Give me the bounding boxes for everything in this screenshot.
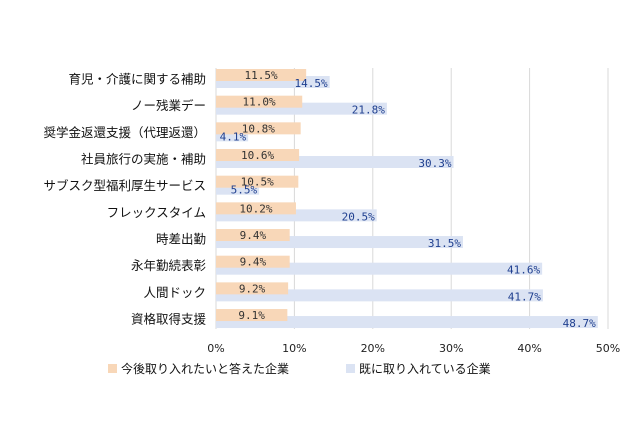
legend-label-existing: 既に取り入れている企業	[359, 361, 491, 376]
bars	[216, 69, 598, 329]
x-tick-label: 40%	[517, 342, 541, 355]
data-label-existing: 41.6%	[507, 264, 540, 277]
legend-swatch-existing	[346, 364, 355, 373]
data-label-plan: 9.4%	[240, 229, 267, 242]
data-label-plan: 10.6%	[241, 149, 274, 162]
data-label-existing: 14.5%	[295, 77, 328, 90]
data-label-existing: 31.5%	[428, 237, 461, 250]
x-tick-label: 30%	[439, 342, 463, 355]
legend: 今後取り入れたいと答えた企業 既に取り入れている企業	[108, 361, 491, 376]
bar-plan	[216, 309, 288, 322]
data-label-plan: 9.4%	[240, 256, 267, 269]
bar-plan	[216, 149, 300, 162]
data-label-plan: 10.8%	[242, 122, 275, 135]
x-tick-label: 0%	[207, 342, 224, 355]
bar-existing	[216, 262, 543, 275]
legend-swatch-plan	[108, 364, 117, 373]
x-tick-label: 20%	[361, 342, 385, 355]
category-label: 永年勤続表彰	[131, 258, 207, 273]
category-label: 育児・介護に関する補助	[68, 72, 206, 87]
data-label-plan: 9.2%	[239, 282, 266, 295]
bar-plan	[216, 255, 290, 268]
data-label-plan: 11.5%	[245, 69, 278, 82]
data-label-plan: 11.0%	[243, 96, 276, 109]
category-label: ノー残業デー	[131, 98, 206, 113]
x-tick-label: 10%	[282, 342, 306, 355]
category-label: 時差出勤	[156, 232, 206, 247]
x-tick-label: 50%	[596, 342, 620, 355]
data-label-existing: 48.7%	[563, 317, 596, 330]
data-label-existing: 5.5%	[231, 184, 258, 197]
data-label-plan: 10.5%	[241, 176, 274, 189]
category-label: フレックスタイム	[107, 205, 206, 220]
bar-plan	[216, 122, 301, 135]
x-axis-ticks: 0% 10% 20% 30% 40% 50%	[207, 342, 620, 355]
data-labels: 11.5% 14.5% 11.0% 21.8% 10.8%4.1% 10.6% 30.3% 1…	[220, 69, 597, 330]
legend-label-plan: 今後取り入れたいと答えた企業	[121, 361, 289, 376]
data-label-plan: 10.2%	[239, 202, 272, 215]
data-label-existing: 4.1%	[220, 130, 247, 143]
data-label-existing: 41.7%	[508, 290, 541, 303]
bar-existing	[216, 316, 598, 329]
bar-plan	[216, 229, 290, 242]
bar-plan	[216, 95, 303, 108]
data-label-plan: 9.1%	[238, 309, 265, 322]
data-label-existing: 30.3%	[418, 157, 451, 170]
bar-plan	[216, 202, 296, 215]
bar-plan	[216, 282, 289, 295]
data-label-existing: 20.5%	[342, 210, 375, 223]
bar-existing	[216, 289, 543, 302]
bar-plan	[216, 69, 307, 81]
category-label: 資格取得支援	[131, 312, 207, 327]
category-label: 奨学金返還支援（代理返還）	[43, 125, 206, 140]
bar-plan	[216, 175, 299, 188]
data-label-existing: 21.8%	[352, 104, 385, 117]
category-label: 社員旅行の実施・補助	[81, 152, 206, 167]
category-label: 人間ドック	[143, 285, 206, 300]
category-label: サブスク型福利厚生サービス	[43, 178, 206, 193]
